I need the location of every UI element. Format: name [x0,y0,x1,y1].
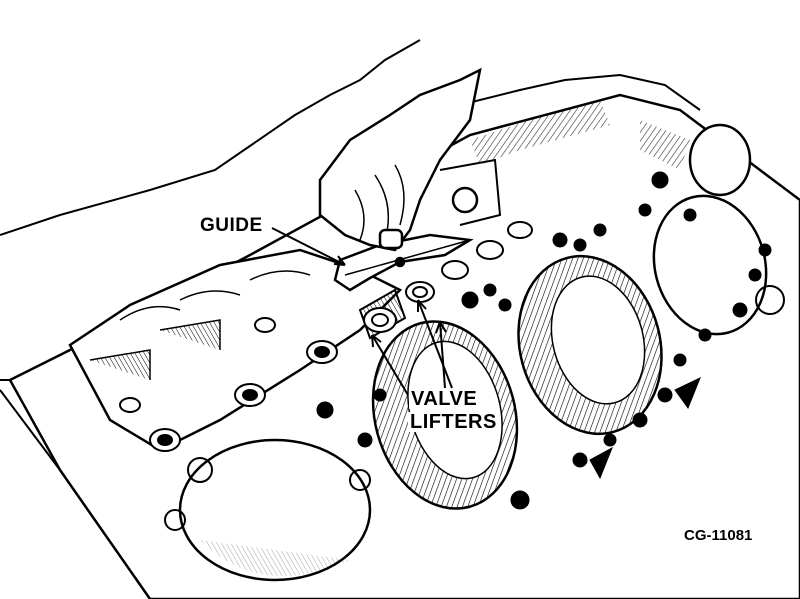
guide-label: GUIDE [198,215,265,236]
cylinder-bores [178,123,768,582]
deck-holes [164,171,785,531]
valve-lifters [358,221,533,340]
leader-lines [271,227,453,396]
lifter-bores [119,317,338,452]
figure-code: CG-11081 [684,527,753,544]
valve-lifters-label-line1: VALVE [409,388,480,410]
hand [318,67,502,252]
lifter-guide [333,233,474,292]
block-shading [470,100,690,170]
valve-lifters-label-line2: LIFTERS [408,411,499,433]
